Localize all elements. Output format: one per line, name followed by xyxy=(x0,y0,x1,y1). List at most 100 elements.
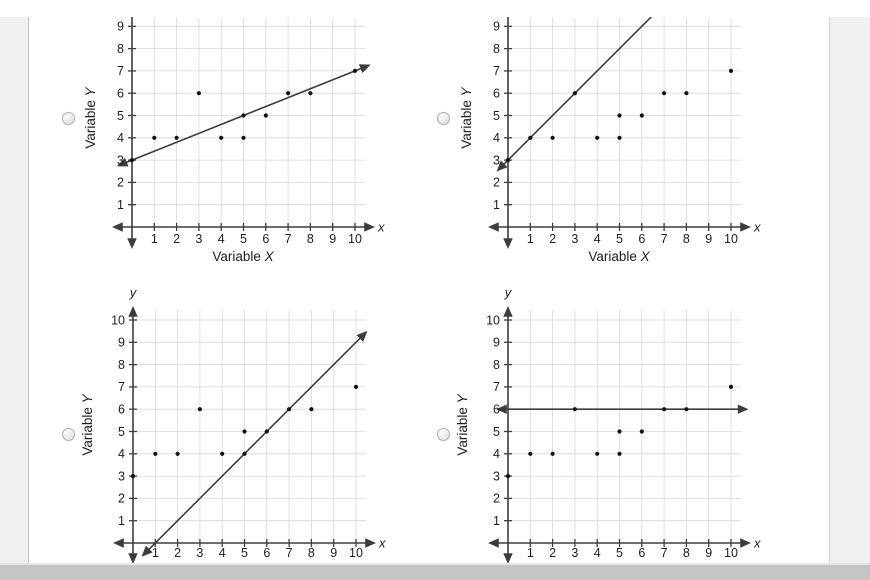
trend-line xyxy=(496,404,749,414)
svg-text:1: 1 xyxy=(527,546,534,560)
svg-text:10: 10 xyxy=(724,232,738,246)
svg-text:7: 7 xyxy=(493,380,500,394)
svg-text:7: 7 xyxy=(118,380,125,394)
svg-text:1: 1 xyxy=(152,546,159,560)
y-tick-labels: 1 2 3 4 5 6 7 8 9 xyxy=(117,20,124,212)
scatter-plot-option-2: 1 2 3 4 5 6 7 8 9 1 2 3 4 5 6 7 8 9 10 x Variable X Variable … xyxy=(456,16,766,272)
option-radio-4[interactable] xyxy=(437,428,450,441)
svg-text:8: 8 xyxy=(493,42,500,56)
axis-ticks xyxy=(504,319,732,547)
svg-text:9: 9 xyxy=(329,232,336,246)
y-axis xyxy=(503,17,513,249)
gridlines xyxy=(132,18,365,227)
svg-text:1: 1 xyxy=(493,514,500,528)
svg-text:8: 8 xyxy=(308,546,315,560)
page-margin-right xyxy=(829,17,870,564)
svg-text:3: 3 xyxy=(493,469,500,483)
gridlines xyxy=(133,310,366,543)
svg-text:8: 8 xyxy=(683,546,690,560)
svg-text:3: 3 xyxy=(196,546,203,560)
x-axis-letter: x xyxy=(753,536,761,551)
svg-text:10: 10 xyxy=(111,313,125,327)
svg-text:1: 1 xyxy=(493,198,500,212)
svg-text:5: 5 xyxy=(493,109,500,123)
svg-text:9: 9 xyxy=(118,336,125,350)
svg-text:4: 4 xyxy=(493,447,500,461)
svg-text:3: 3 xyxy=(571,546,578,560)
svg-text:7: 7 xyxy=(661,546,668,560)
svg-text:10: 10 xyxy=(724,546,738,560)
svg-text:4: 4 xyxy=(118,447,125,461)
gridlines xyxy=(508,310,741,543)
x-tick-labels: 1 2 3 4 5 6 7 8 9 10 xyxy=(527,546,738,560)
option-radio-2[interactable] xyxy=(437,112,450,125)
svg-text:10: 10 xyxy=(348,232,362,246)
svg-text:4: 4 xyxy=(594,546,601,560)
svg-text:2: 2 xyxy=(173,232,180,246)
svg-text:6: 6 xyxy=(262,232,269,246)
svg-text:4: 4 xyxy=(117,131,124,145)
svg-text:4: 4 xyxy=(218,232,225,246)
svg-text:3: 3 xyxy=(493,153,500,167)
svg-text:8: 8 xyxy=(118,358,125,372)
x-axis-title: Variable X xyxy=(212,249,274,264)
svg-text:4: 4 xyxy=(493,131,500,145)
svg-text:3: 3 xyxy=(571,232,578,246)
x-axis-letter: x xyxy=(753,220,761,235)
axis-ticks xyxy=(504,25,732,231)
y-axis xyxy=(127,17,137,249)
y-tick-labels: 1 2 3 4 5 6 7 8 9 xyxy=(493,20,500,212)
svg-text:8: 8 xyxy=(493,358,500,372)
svg-text:9: 9 xyxy=(117,20,124,34)
svg-text:5: 5 xyxy=(493,425,500,439)
y-axis-title: Variable Y xyxy=(459,86,474,148)
option-radio-1[interactable] xyxy=(62,112,75,125)
svg-text:1: 1 xyxy=(527,232,534,246)
svg-text:5: 5 xyxy=(616,232,623,246)
y-axis-title: Variable Y xyxy=(456,393,470,455)
svg-text:6: 6 xyxy=(493,87,500,101)
x-axis-letter: x xyxy=(378,536,386,551)
option-radio-3[interactable] xyxy=(62,428,75,441)
svg-text:6: 6 xyxy=(118,403,125,417)
y-axis xyxy=(128,306,138,564)
svg-text:2: 2 xyxy=(174,546,181,560)
svg-text:5: 5 xyxy=(240,232,247,246)
svg-text:2: 2 xyxy=(493,176,500,190)
svg-text:2: 2 xyxy=(549,232,556,246)
y-axis-letter: y xyxy=(129,285,138,300)
x-tick-labels: 1 2 3 4 5 6 7 8 9 10 xyxy=(152,546,363,560)
svg-text:9: 9 xyxy=(330,546,337,560)
svg-text:9: 9 xyxy=(493,336,500,350)
trend-line xyxy=(141,330,368,557)
scatter-plot-option-1: 1 2 3 4 5 6 7 8 9 1 2 3 4 5 6 7 8 9 10 x Variable X Variable … xyxy=(80,17,390,272)
svg-text:1: 1 xyxy=(151,232,158,246)
svg-text:8: 8 xyxy=(117,42,124,56)
svg-text:2: 2 xyxy=(493,492,500,506)
svg-text:2: 2 xyxy=(549,546,556,560)
svg-text:10: 10 xyxy=(486,313,500,327)
svg-text:10: 10 xyxy=(349,546,363,560)
svg-text:8: 8 xyxy=(307,232,314,246)
svg-text:1: 1 xyxy=(118,514,125,528)
horizontal-scrollbar[interactable] xyxy=(0,563,870,580)
svg-text:7: 7 xyxy=(661,232,668,246)
x-axis-letter: x xyxy=(377,220,385,235)
svg-text:6: 6 xyxy=(638,232,645,246)
svg-text:4: 4 xyxy=(219,546,226,560)
svg-text:6: 6 xyxy=(638,546,645,560)
svg-text:6: 6 xyxy=(493,403,500,417)
y-axis-title: Variable Y xyxy=(83,86,98,148)
svg-text:5: 5 xyxy=(241,546,248,560)
data-points xyxy=(505,384,734,479)
svg-text:6: 6 xyxy=(263,546,270,560)
data-points xyxy=(129,68,358,163)
svg-text:9: 9 xyxy=(493,20,500,34)
page-margin-left xyxy=(0,17,29,564)
svg-text:5: 5 xyxy=(616,546,623,560)
scatter-plot-option-3: 1 2 3 4 5 6 7 8 9 10 1 2 3 4 5 6 7 8 9 10 x y Variable Y xyxy=(80,280,391,568)
svg-text:7: 7 xyxy=(493,64,500,78)
y-axis xyxy=(503,306,513,564)
svg-text:2: 2 xyxy=(117,176,124,190)
